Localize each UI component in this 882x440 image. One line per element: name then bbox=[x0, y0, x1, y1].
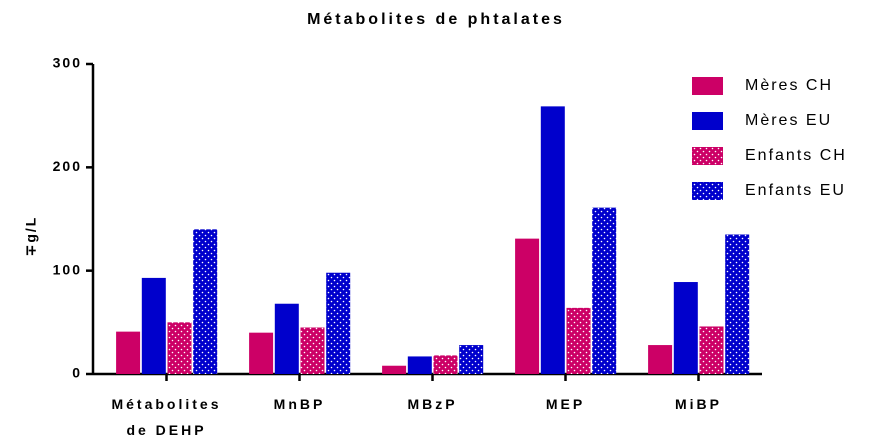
bar bbox=[300, 327, 325, 374]
bar bbox=[167, 322, 192, 374]
legend-swatch bbox=[692, 182, 723, 200]
legend-label: Enfants EU bbox=[745, 182, 846, 199]
bar bbox=[433, 355, 458, 374]
bar bbox=[725, 234, 750, 374]
y-tick-label: 200 bbox=[53, 158, 82, 174]
bar bbox=[515, 238, 540, 374]
y-tick-label: 0 bbox=[72, 365, 82, 381]
legend-swatch bbox=[692, 77, 723, 95]
x-tick-label: MnBP bbox=[273, 396, 326, 412]
y-axis-label: ∓g/L bbox=[23, 216, 39, 257]
bar bbox=[274, 303, 299, 374]
bar bbox=[648, 345, 673, 374]
chart-title: Métabolites de phtalates bbox=[307, 11, 565, 28]
x-tick-label: MiBP bbox=[675, 396, 722, 412]
y-tick-label: 100 bbox=[53, 261, 82, 277]
legend-label: Enfants CH bbox=[745, 147, 847, 164]
legend-label: Mères EU bbox=[745, 112, 832, 129]
y-tick-label: 300 bbox=[53, 55, 82, 71]
bar bbox=[566, 307, 591, 374]
bar bbox=[699, 326, 724, 374]
bar bbox=[382, 365, 407, 374]
bar bbox=[673, 282, 698, 374]
bar bbox=[592, 207, 617, 374]
bar bbox=[249, 332, 274, 374]
legend-swatch bbox=[692, 112, 723, 130]
legend-swatch bbox=[692, 147, 723, 165]
x-tick-label: Métabolites de DEHP bbox=[111, 396, 222, 438]
bar bbox=[116, 331, 141, 374]
bar bbox=[141, 277, 166, 374]
x-tick-label: MBzP bbox=[407, 396, 458, 412]
bar bbox=[193, 229, 218, 374]
bar bbox=[540, 106, 565, 374]
bar bbox=[407, 356, 432, 374]
bar bbox=[326, 272, 351, 374]
legend-label: Mères CH bbox=[745, 77, 833, 94]
bar bbox=[459, 345, 484, 374]
x-tick-label: MEP bbox=[545, 396, 586, 412]
